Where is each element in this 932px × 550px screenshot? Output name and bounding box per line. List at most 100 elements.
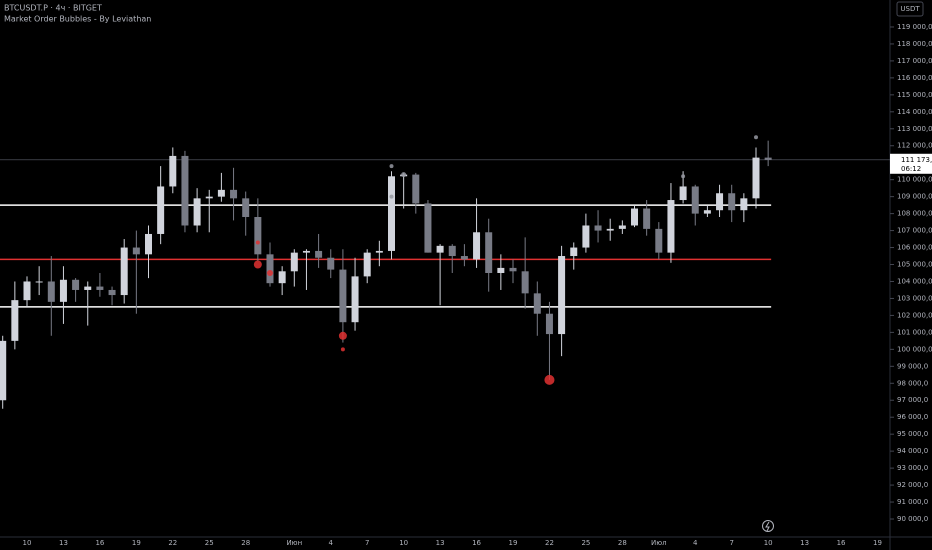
candle-body — [217, 189, 225, 197]
candle-body — [290, 252, 298, 272]
candle-body — [339, 269, 347, 323]
candle-body — [145, 233, 152, 255]
candle-body — [485, 232, 493, 273]
y-tick-label: 106 000,0 — [897, 244, 932, 252]
candle-body — [47, 281, 55, 302]
lightning-icon[interactable] — [762, 520, 774, 532]
y-tick-label: 114 000,0 — [897, 108, 932, 116]
y-tick-label: 102 000,0 — [897, 311, 932, 319]
y-tick-label: 109 000,0 — [897, 193, 932, 201]
candle-body — [570, 247, 578, 257]
candle-body — [278, 271, 286, 284]
candle-body — [315, 250, 323, 258]
y-tick-label: 115 000,0 — [897, 91, 932, 99]
x-tick-label: 16 — [837, 539, 846, 547]
x-tick-label: 13 — [59, 539, 68, 547]
candle-body — [375, 250, 383, 253]
candle-body — [703, 210, 711, 214]
candle-body — [108, 289, 116, 296]
y-tick-label: 92 000,0 — [897, 481, 928, 489]
x-tick-label: Июн — [286, 539, 302, 547]
candle-body — [35, 281, 43, 283]
order-bubble — [255, 240, 260, 245]
candle-body — [533, 293, 541, 314]
candle-body — [545, 313, 553, 335]
x-tick-label: 19 — [132, 539, 141, 547]
y-tick-label: 107 000,0 — [897, 227, 932, 235]
y-tick-label: 95 000,0 — [897, 430, 928, 438]
y-tick-label: 90 000,0 — [897, 515, 928, 523]
lightning-glyph — [765, 521, 770, 532]
candle-body — [618, 225, 626, 229]
y-tick-label: 116 000,0 — [897, 74, 932, 82]
candle-body — [388, 176, 395, 251]
candle-body — [667, 200, 675, 253]
currency-button[interactable] — [896, 1, 924, 17]
x-tick-label: 4 — [693, 539, 698, 547]
candle-body — [594, 225, 602, 231]
y-tick-label: 94 000,0 — [897, 447, 928, 455]
currency[interactable]: USDT — [900, 5, 920, 13]
candle-body — [716, 193, 724, 211]
order-bubble — [401, 172, 407, 178]
x-tick-label: Июл — [651, 539, 667, 547]
candle-body — [606, 228, 614, 231]
candle-body — [230, 189, 238, 199]
candle-body — [631, 208, 638, 226]
y-tick-label: 112 000,0 — [897, 142, 932, 150]
candle-body — [643, 208, 651, 229]
y-tick-label: 96 000,0 — [897, 413, 928, 421]
candle-body — [752, 157, 760, 199]
x-tick-label: 7 — [729, 539, 733, 547]
x-tick-label: 19 — [509, 539, 518, 547]
candle-body — [764, 157, 772, 160]
candle-body — [302, 250, 310, 253]
candle-body — [266, 254, 274, 284]
candle-body — [509, 267, 517, 272]
candle-body — [205, 196, 213, 199]
candle-body — [679, 186, 687, 201]
candle-body — [351, 276, 359, 323]
candle-body — [436, 245, 444, 253]
x-tick-label: 16 — [472, 539, 481, 547]
order-bubble — [544, 374, 555, 385]
last-price-label: 111 173,0 — [901, 156, 932, 164]
candle-body — [691, 186, 699, 214]
candle-body — [11, 300, 19, 341]
order-bubble — [253, 260, 262, 269]
candle-body — [655, 228, 663, 253]
order-bubble — [389, 194, 394, 199]
x-tick-label: 28 — [618, 539, 627, 547]
y-tick-label: 97 000,0 — [897, 396, 928, 404]
candle-body — [59, 279, 67, 302]
candle-body — [521, 271, 529, 294]
y-tick-label: 108 000,0 — [897, 210, 932, 218]
x-tick-label: 25 — [205, 539, 214, 547]
x-tick-label: 16 — [95, 539, 104, 547]
y-tick-label: 98 000,0 — [897, 379, 928, 387]
candle-body — [363, 252, 371, 277]
candle-body — [558, 256, 566, 335]
y-tick-label: 100 000,0 — [897, 345, 932, 353]
candle-body — [460, 256, 468, 260]
indicator-name: Market Order Bubbles - By Leviathan — [4, 15, 151, 24]
candle-body — [412, 174, 420, 204]
y-tick-label: 113 000,0 — [897, 125, 932, 133]
candle-body — [448, 245, 456, 257]
candle-body — [132, 247, 140, 255]
order-bubble — [338, 331, 347, 340]
y-tick-label: 93 000,0 — [897, 464, 928, 472]
y-tick-label: 110 000,0 — [897, 176, 932, 184]
y-tick-label: 105 000,0 — [897, 261, 932, 269]
y-tick-label: 117 000,0 — [897, 57, 932, 65]
candle-body — [0, 340, 7, 401]
order-bubble — [340, 347, 345, 352]
x-tick-label: 10 — [23, 539, 32, 547]
last-price-tag — [890, 153, 932, 174]
candle-body — [242, 198, 250, 218]
x-tick-label: 22 — [168, 539, 177, 547]
candle-body — [96, 286, 104, 290]
candle-body — [72, 279, 80, 290]
candle-body — [23, 281, 31, 301]
order-bubble — [681, 174, 686, 179]
